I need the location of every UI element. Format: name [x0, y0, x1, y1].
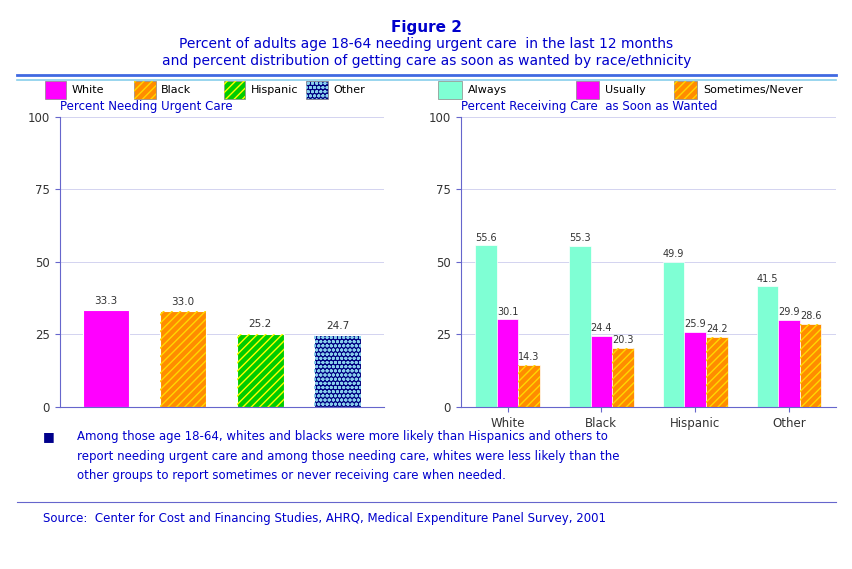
FancyBboxPatch shape: [45, 81, 66, 98]
Text: 30.1: 30.1: [496, 307, 518, 316]
Text: ■: ■: [43, 430, 55, 443]
Text: Sometimes/Never: Sometimes/Never: [702, 85, 802, 95]
Bar: [612, 348, 633, 407]
Bar: [799, 324, 820, 407]
Bar: [496, 319, 518, 407]
FancyBboxPatch shape: [575, 81, 598, 98]
Text: Source:  Center for Cost and Financing Studies, AHRQ, Medical Expenditure Panel : Source: Center for Cost and Financing St…: [43, 512, 605, 525]
Text: report needing urgent care and among those needing care, whites were less likely: report needing urgent care and among tho…: [77, 450, 619, 463]
Bar: [314, 335, 360, 407]
Bar: [237, 333, 283, 407]
FancyBboxPatch shape: [135, 81, 156, 98]
Text: Figure 2: Figure 2: [390, 20, 462, 35]
Bar: [799, 324, 820, 407]
Text: 28.6: 28.6: [799, 311, 820, 321]
Text: 55.3: 55.3: [568, 233, 590, 244]
FancyBboxPatch shape: [438, 81, 461, 98]
Text: Usually: Usually: [604, 85, 645, 95]
Text: 24.2: 24.2: [705, 324, 727, 333]
Text: 14.3: 14.3: [518, 352, 539, 362]
Text: Always: Always: [467, 85, 506, 95]
Text: Hispanic: Hispanic: [250, 85, 298, 95]
Text: Percent Receiving Care  as Soon as Wanted: Percent Receiving Care as Soon as Wanted: [460, 100, 717, 113]
Bar: [160, 311, 206, 407]
FancyBboxPatch shape: [224, 81, 245, 98]
Text: 33.0: 33.0: [171, 296, 194, 307]
Text: 25.9: 25.9: [683, 319, 705, 329]
Text: 33.3: 33.3: [95, 296, 118, 306]
Text: Percent of adults age 18-64 needing urgent care  in the last 12 months: Percent of adults age 18-64 needing urge…: [179, 37, 673, 51]
Text: 29.9: 29.9: [777, 307, 799, 317]
Text: 41.5: 41.5: [756, 274, 777, 283]
Bar: [777, 320, 799, 407]
Text: 20.3: 20.3: [612, 335, 633, 345]
Bar: [314, 335, 360, 407]
Text: Percent Needing Urgent Care: Percent Needing Urgent Care: [60, 100, 232, 113]
Text: 55.6: 55.6: [475, 233, 496, 242]
Bar: [518, 365, 539, 407]
Bar: [568, 246, 590, 407]
Bar: [612, 348, 633, 407]
Bar: [518, 365, 539, 407]
Text: other groups to report sometimes or never receiving care when needed.: other groups to report sometimes or neve…: [77, 469, 505, 483]
Bar: [475, 245, 496, 407]
FancyBboxPatch shape: [673, 81, 696, 98]
Text: 49.9: 49.9: [662, 249, 683, 259]
Bar: [705, 337, 727, 407]
Text: and percent distribution of getting care as soon as wanted by race/ethnicity: and percent distribution of getting care…: [162, 54, 690, 68]
Bar: [590, 336, 612, 407]
Bar: [756, 286, 777, 407]
Bar: [705, 337, 727, 407]
Bar: [662, 262, 683, 407]
FancyBboxPatch shape: [306, 81, 327, 98]
Text: Black: Black: [161, 85, 192, 95]
Text: White: White: [72, 85, 104, 95]
Bar: [237, 333, 283, 407]
Text: 24.4: 24.4: [590, 323, 612, 333]
Text: 24.7: 24.7: [325, 321, 348, 331]
Text: 25.2: 25.2: [249, 319, 272, 329]
Text: Other: Other: [333, 85, 365, 95]
Text: Among those age 18-64, whites and blacks were more likely than Hispanics and oth: Among those age 18-64, whites and blacks…: [77, 430, 607, 443]
Bar: [160, 311, 206, 407]
Bar: [683, 332, 705, 407]
Bar: [83, 310, 129, 407]
